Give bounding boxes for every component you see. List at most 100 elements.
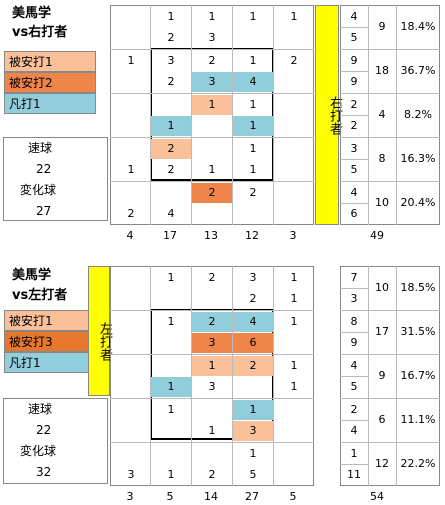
bottom-zone-cell (192, 444, 232, 464)
bottom-zone-cell (274, 465, 314, 485)
top-summary-line (340, 181, 440, 182)
bottom-summary-b: 9 (350, 336, 358, 349)
top-zone-cell: 1 (233, 116, 273, 136)
bottom-zone-cell (111, 289, 151, 309)
top-summary-total: 18 (375, 64, 389, 77)
top-grid-row-line (110, 181, 314, 182)
bottom-zone-cell (151, 421, 191, 441)
top-grid-col-line (273, 5, 274, 225)
bottom-zone-cell: 5 (249, 468, 257, 481)
top-summary-total: 8 (378, 152, 386, 165)
bottom-zone-cell (233, 377, 273, 397)
top-zone-cell: 1 (249, 142, 257, 155)
bottom-zone-cell: 3 (249, 271, 257, 284)
top-legend-hit1: 被安打1 (4, 51, 96, 72)
bottom-zone-cell (111, 400, 151, 420)
bottom-grid-row-line (110, 442, 314, 443)
bottom-summary-total: 17 (375, 325, 389, 338)
bottom-batter-side: 左打者 (97, 322, 112, 361)
top-zone-cell: 1 (167, 10, 175, 23)
bottom-grand-total: 54 (370, 490, 384, 503)
top-title-pitcher: 美馬学 (12, 6, 52, 21)
top-zone-cell (274, 183, 314, 203)
bottom-summary-mid-line (340, 376, 368, 377)
bottom-zone-cell (151, 444, 191, 464)
top-zone-cell: 1 (151, 116, 191, 136)
top-zone-cell: 2 (249, 186, 257, 199)
bottom-zone-cell: 4 (233, 312, 273, 332)
top-summary-pct: 8.2% (404, 108, 432, 121)
top-col-total: 12 (245, 229, 259, 242)
bottom-zone-cell (274, 400, 314, 420)
bottom-zone-cell: 3 (192, 333, 232, 353)
bottom-zone-cell (274, 444, 314, 464)
bottom-title-pitcher: 美馬学 (12, 268, 52, 283)
top-col-total: 13 (204, 229, 218, 242)
top-zone-cell (111, 7, 151, 27)
bottom-zone-cell: 1 (151, 377, 191, 397)
bottom-summary-a: 2 (350, 403, 358, 416)
top-col-total: 3 (289, 229, 297, 242)
top-zone-cell: 1 (249, 10, 257, 23)
bottom-summary-mid-line (340, 464, 368, 465)
top-summary-a: 3 (350, 142, 358, 155)
top-summary-a: 4 (350, 10, 358, 23)
top-summary-b: 9 (350, 75, 358, 88)
top-zone-cell (192, 139, 232, 159)
bottom-fastball-label: 速球 (28, 402, 53, 416)
top-zone-cell: 1 (127, 54, 135, 67)
bottom-zone-cell: 1 (290, 292, 298, 305)
top-summary-pct: 18.4% (400, 20, 436, 33)
top-zone-cell: 1 (249, 54, 257, 67)
bottom-summary-col-line (368, 266, 369, 486)
bottom-zone-grid (110, 266, 314, 486)
bottom-zone-cell: 1 (290, 380, 298, 393)
top-summary-line (340, 49, 440, 50)
top-summary-b: 5 (350, 163, 358, 176)
bottom-summary-col-line (396, 266, 397, 486)
bottom-zone-cell: 2 (208, 468, 216, 481)
top-summary-b: 6 (350, 207, 358, 220)
bottom-zone-cell (274, 421, 314, 441)
bottom-summary-total: 12 (375, 457, 389, 470)
bottom-summary-total: 10 (375, 281, 389, 294)
bottom-zone-cell (111, 444, 151, 464)
bottom-summary-total: 6 (378, 413, 386, 426)
top-grid-col-line (232, 5, 233, 225)
top-zone-cell (233, 204, 273, 224)
top-zone-cell (111, 95, 151, 115)
bottom-grid-row-line (110, 354, 314, 355)
bottom-summary-mid-line (340, 288, 368, 289)
bottom-breaking-label: 変化球 (20, 444, 57, 458)
top-legend-hit2: 被安打2 (4, 72, 96, 93)
top-zone-cell (233, 28, 273, 48)
top-zone-cell: 2 (208, 54, 216, 67)
top-summary-mid-line (340, 159, 368, 160)
top-pitch-type-box: 速球 22 変化球 27 (3, 137, 108, 221)
top-zone-cell: 2 (290, 54, 298, 67)
top-zone-cell: 2 (151, 139, 191, 159)
top-zone-cell (151, 95, 191, 115)
top-zone-cell: 3 (208, 31, 216, 44)
bottom-summary-pct: 16.7% (400, 369, 436, 382)
top-col-total: 4 (126, 229, 134, 242)
top-title-batter: vs右打者 (12, 25, 68, 40)
top-breaking-count: 27 (36, 204, 52, 218)
bottom-legend-hit3: 被安打3 (4, 331, 96, 352)
top-summary-total: 10 (375, 196, 389, 209)
bottom-summary-b: 5 (350, 380, 358, 393)
top-zone-cell (274, 116, 314, 136)
bottom-zone-cell: 1 (249, 447, 257, 460)
top-summary-col-line (396, 5, 397, 225)
top-zone-cell (274, 28, 314, 48)
top-zone-cell (274, 160, 314, 180)
top-summary-total: 4 (378, 108, 386, 121)
bottom-col-total: 14 (204, 490, 218, 503)
top-zone-cell: 1 (127, 163, 135, 176)
bottom-zone-cell (111, 333, 151, 353)
top-zone-cell: 1 (249, 163, 257, 176)
top-zone-cell: 2 (167, 163, 175, 176)
bottom-zone-cell: 1 (167, 315, 175, 328)
bottom-col-total: 3 (126, 490, 134, 503)
bottom-zone-cell: 1 (233, 400, 273, 420)
